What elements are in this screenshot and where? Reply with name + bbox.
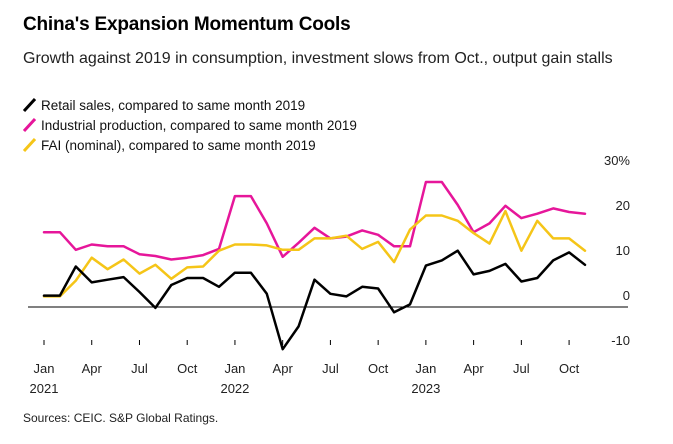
x-year-label: 2023 [411, 381, 440, 396]
x-tick-label: Apr [82, 361, 103, 376]
x-tick-label: Apr [273, 361, 294, 376]
y-tick-label: 10 [616, 243, 630, 258]
chart-subtitle: Growth against 2019 in consumption, inve… [23, 50, 613, 67]
x-tick-label: Apr [464, 361, 485, 376]
legend-swatch-industrial [23, 118, 36, 132]
legend-label-fai: FAI (nominal), compared to same month 20… [41, 137, 316, 153]
series-line-industrial [42, 180, 587, 261]
x-tick-label: Jan [224, 361, 245, 376]
source-note: Sources: CEIC. S&P Global Ratings. [23, 411, 219, 425]
y-tick-label: 20 [616, 198, 630, 213]
x-year-label: 2022 [220, 381, 249, 396]
x-tick-label: Oct [559, 361, 580, 376]
y-tick-label: 0 [623, 288, 630, 303]
legend-swatch-fai [23, 138, 36, 152]
series-line-retail [42, 249, 587, 351]
x-tick-label: Jan [34, 361, 55, 376]
series-line-fai [42, 209, 587, 298]
x-tick-label: Oct [368, 361, 389, 376]
legend-label-retail: Retail sales, compared to same month 201… [41, 97, 306, 113]
legend-item-industrial: Industrial production, compared to same … [23, 115, 357, 135]
x-tick-label: Jul [513, 361, 530, 376]
y-tick-label: 30% [604, 153, 630, 168]
x-tick-label: Jul [322, 361, 339, 376]
x-tick-label: Jul [131, 361, 148, 376]
y-tick-label: -10 [611, 333, 630, 348]
x-tick-label: Jan [415, 361, 436, 376]
x-tick-label: Oct [177, 361, 198, 376]
legend: Retail sales, compared to same month 201… [23, 95, 357, 155]
legend-item-fai: FAI (nominal), compared to same month 20… [23, 135, 357, 155]
legend-item-retail: Retail sales, compared to same month 201… [23, 95, 357, 115]
legend-swatch-retail [23, 98, 36, 112]
legend-label-industrial: Industrial production, compared to same … [41, 117, 357, 133]
x-year-label: 2021 [30, 381, 59, 396]
chart-title: China's Expansion Momentum Cools [23, 14, 351, 35]
